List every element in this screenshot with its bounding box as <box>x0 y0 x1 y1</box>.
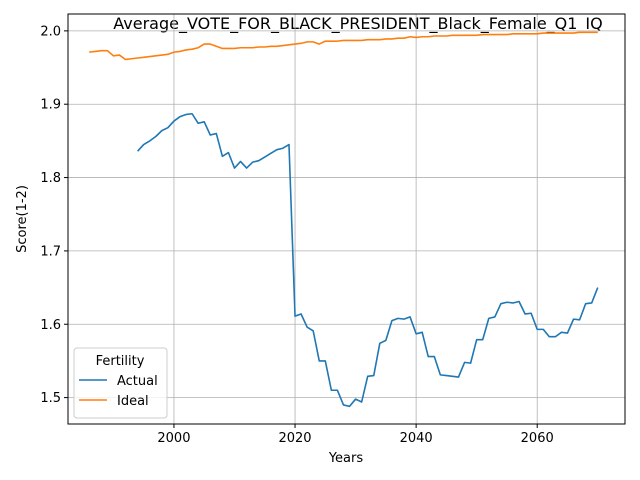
y-axis-label: Score(1-2) <box>15 185 30 253</box>
legend-title: Fertility <box>96 354 145 369</box>
legend: Fertility Actual Ideal <box>73 347 168 419</box>
y-tick-label: 1.8 <box>40 171 61 186</box>
chart-title: Average_VOTE_FOR_BLACK_PRESIDENT_Black_F… <box>113 14 603 34</box>
grid-lines <box>68 14 625 424</box>
y-tick-label: 1.5 <box>40 391 61 406</box>
x-tick-label: 2000 <box>157 431 190 446</box>
y-tick-label: 2.0 <box>40 24 61 39</box>
legend-label-ideal: Ideal <box>117 394 149 409</box>
x-axis-label: Years <box>328 451 364 466</box>
series-line-actual <box>137 112 599 408</box>
series-line-ideal <box>89 31 598 61</box>
y-tick-label: 1.9 <box>40 98 61 113</box>
x-axis-ticks: 2000 2020 2040 2060 <box>157 424 554 446</box>
x-tick-label: 2020 <box>278 431 311 446</box>
x-tick-label: 2040 <box>400 431 433 446</box>
plot-frame <box>67 13 626 425</box>
y-tick-label: 1.6 <box>40 318 61 333</box>
y-axis-ticks: 1.5 1.6 1.7 1.8 1.9 2.0 <box>40 24 68 406</box>
x-tick-label: 2060 <box>521 431 554 446</box>
series-lines <box>89 31 599 408</box>
legend-label-actual: Actual <box>117 374 158 389</box>
y-tick-label: 1.7 <box>40 244 61 259</box>
